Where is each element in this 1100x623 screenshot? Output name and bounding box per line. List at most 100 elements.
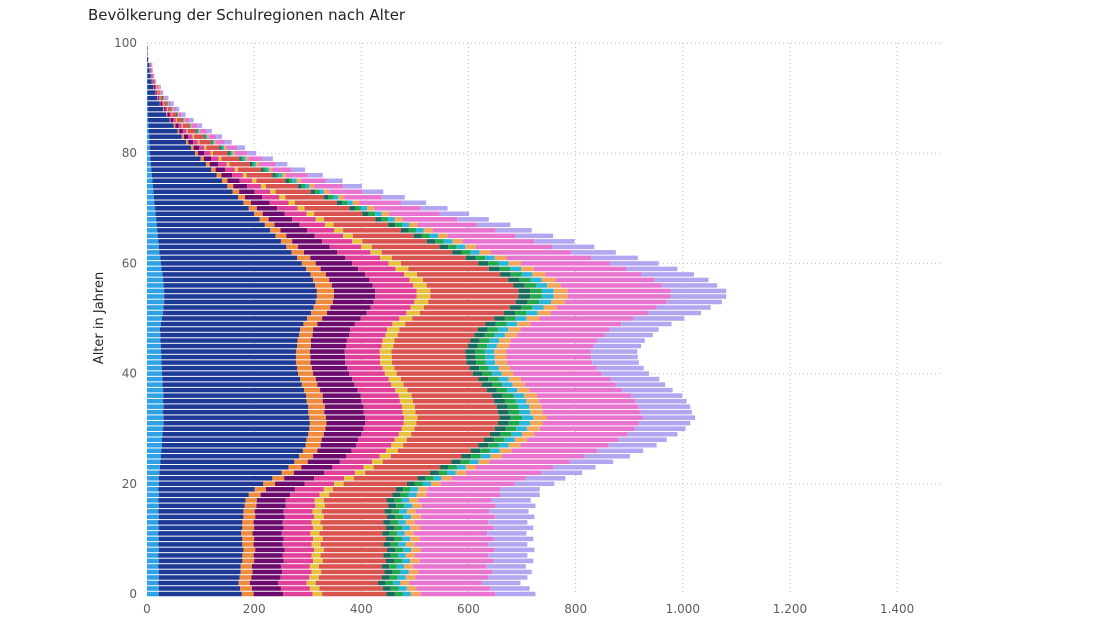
bar-segment bbox=[357, 387, 396, 393]
bar-segment bbox=[342, 200, 348, 206]
bar-segment bbox=[315, 261, 353, 266]
bar-segment bbox=[147, 465, 160, 470]
bar-segment bbox=[147, 531, 159, 536]
bar-segment bbox=[312, 509, 322, 514]
y-tick-label: 0 bbox=[129, 587, 137, 601]
bar-segment bbox=[216, 172, 222, 178]
bar-segment bbox=[213, 139, 216, 145]
bar-segment bbox=[209, 161, 219, 167]
bar-segment bbox=[412, 398, 495, 404]
bar-segment bbox=[416, 492, 427, 498]
bar-segment bbox=[615, 382, 666, 387]
bar-segment bbox=[321, 509, 385, 514]
bar-segment bbox=[400, 492, 409, 498]
bar-segment bbox=[397, 575, 406, 580]
bar-segment bbox=[349, 371, 385, 376]
bar-segment bbox=[484, 332, 495, 338]
bar-segment bbox=[160, 90, 162, 95]
bar-segment bbox=[157, 90, 159, 95]
bar-segment bbox=[307, 172, 323, 178]
bar-segment bbox=[297, 338, 311, 343]
bar-segment bbox=[491, 498, 531, 503]
bar-segment bbox=[504, 398, 516, 404]
bar-segment bbox=[499, 448, 512, 453]
bar-segment bbox=[288, 178, 293, 184]
bar-segment bbox=[567, 294, 671, 299]
bar-segment bbox=[539, 398, 636, 404]
bar-segment bbox=[556, 305, 657, 310]
bar-segment bbox=[193, 139, 198, 145]
bar-segment bbox=[200, 128, 207, 134]
bar-segment bbox=[147, 239, 159, 244]
bar-segment bbox=[155, 90, 156, 95]
bar-segment bbox=[272, 476, 285, 481]
bar-segment bbox=[553, 465, 596, 470]
bar-segment bbox=[193, 145, 199, 150]
bar-segment bbox=[190, 123, 193, 128]
bar-segment bbox=[399, 398, 413, 404]
bar-segment bbox=[300, 178, 326, 184]
bar-segment bbox=[408, 266, 489, 272]
bar-segment bbox=[501, 371, 514, 376]
bar-segment bbox=[670, 288, 727, 294]
bar-segment bbox=[147, 156, 151, 161]
bar-segment bbox=[149, 134, 182, 139]
bar-segment bbox=[215, 139, 225, 145]
bar-segment bbox=[323, 498, 387, 503]
bar-segment bbox=[354, 382, 392, 387]
bar-segment bbox=[163, 409, 309, 415]
bar-segment bbox=[571, 250, 616, 255]
bar-segment bbox=[286, 244, 299, 250]
bar-segment bbox=[430, 294, 519, 299]
bar-segment bbox=[414, 404, 497, 409]
bar-segment bbox=[248, 492, 261, 498]
bar-segment bbox=[333, 195, 339, 200]
bar-segment bbox=[410, 487, 419, 492]
bar-segment bbox=[359, 200, 401, 206]
bar-segment bbox=[313, 371, 349, 376]
bar-segment bbox=[465, 255, 476, 261]
bar-segment bbox=[670, 294, 727, 299]
bar-segment bbox=[309, 426, 326, 431]
bar-segment bbox=[280, 239, 293, 244]
bar-segment bbox=[517, 387, 530, 393]
bar-segment bbox=[164, 288, 317, 294]
bar-segment bbox=[182, 128, 187, 134]
bar-segment bbox=[147, 95, 148, 101]
bar-segment bbox=[391, 349, 466, 354]
bar-segment bbox=[489, 586, 530, 591]
bar-segment bbox=[322, 558, 386, 564]
bar-segment bbox=[147, 90, 148, 95]
bar-segment bbox=[154, 79, 156, 84]
bar-segment bbox=[260, 492, 291, 498]
bar-segment bbox=[308, 404, 325, 409]
bar-segment bbox=[158, 591, 242, 597]
bar-segment bbox=[410, 558, 420, 564]
bar-segment bbox=[403, 487, 411, 492]
bar-segment bbox=[402, 558, 411, 564]
bar-segment bbox=[147, 112, 149, 117]
bar-segment bbox=[262, 195, 280, 200]
bar-segment bbox=[303, 387, 321, 393]
bar-segment bbox=[232, 189, 240, 195]
bar-segment bbox=[403, 547, 412, 553]
bar-segment bbox=[492, 371, 502, 376]
bar-segment bbox=[147, 453, 161, 459]
bar-segment bbox=[521, 272, 533, 277]
bar-segment bbox=[387, 547, 396, 553]
bar-segment bbox=[404, 564, 414, 569]
bar-segment bbox=[323, 487, 333, 492]
bar-segment bbox=[158, 503, 245, 509]
bar-segment bbox=[467, 343, 478, 349]
y-axis-ticks: 0 20 40 60 80 100 bbox=[114, 36, 137, 601]
bar-segment bbox=[487, 327, 498, 332]
bar-segment bbox=[343, 481, 407, 487]
bar-segment bbox=[242, 525, 255, 531]
bar-segment bbox=[246, 172, 273, 178]
bar-segment bbox=[334, 481, 344, 487]
bar-segment bbox=[160, 95, 163, 101]
bar-segment bbox=[404, 415, 418, 420]
bar-segment bbox=[224, 145, 227, 150]
bar-segment bbox=[150, 156, 201, 161]
bar-segment bbox=[627, 431, 678, 437]
